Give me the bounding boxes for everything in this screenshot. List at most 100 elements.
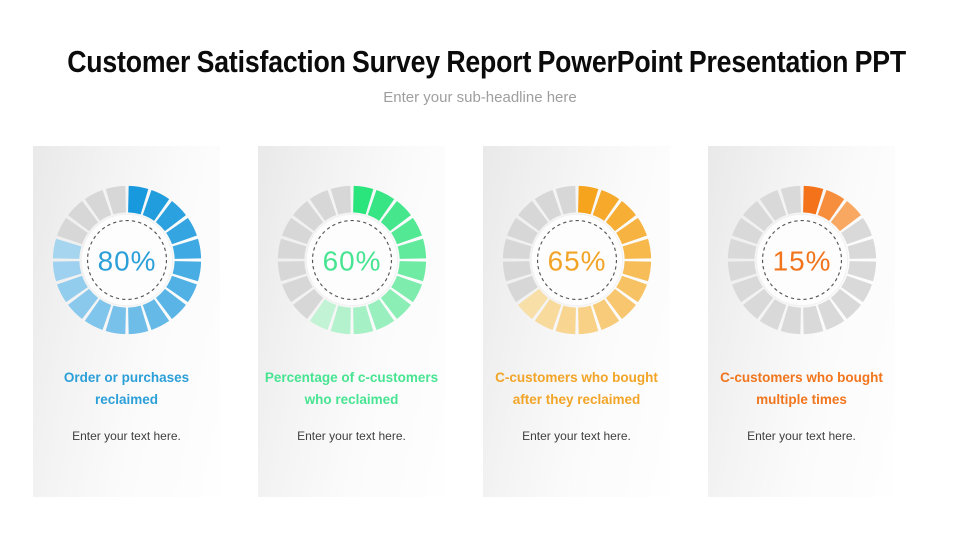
card-title-line1: C-customers who bought <box>720 370 883 385</box>
donut-segment <box>172 261 201 282</box>
dashed-ring <box>86 219 167 301</box>
donut-segment <box>502 238 531 259</box>
donut-segment <box>52 238 81 259</box>
card-body-text-placeholder: Enter your text here. <box>72 429 181 443</box>
card-title-line2: who reclaimed <box>304 392 399 407</box>
donut-segment <box>605 288 636 319</box>
donut-chart-60pct: 60% <box>275 183 429 337</box>
donut-segment <box>390 275 422 303</box>
donut-chart-80pct: 80% <box>50 183 204 337</box>
donut-chart-15pct: 15% <box>725 183 879 337</box>
donut-segment <box>56 217 88 245</box>
donut-segment <box>780 185 801 215</box>
donut-segment <box>330 305 351 335</box>
donut-segment <box>367 190 394 221</box>
donut-segment <box>802 305 823 335</box>
donut-segment <box>390 217 422 245</box>
donut-segment <box>731 275 763 303</box>
donut-segment <box>742 201 773 232</box>
donut-segment <box>615 217 647 245</box>
dashed-ring <box>761 219 842 301</box>
card-title-line2: reclaimed <box>94 392 159 407</box>
card-body-text-placeholder: Enter your text here. <box>747 429 856 443</box>
donut-segment <box>281 217 313 245</box>
donut-segment <box>830 201 861 232</box>
donut-segment <box>105 185 126 215</box>
donut-segment <box>605 201 636 232</box>
card-title-line1: Order or purchases <box>63 370 190 385</box>
donut-segment <box>352 185 373 215</box>
slide-title: Customer Satisfaction Survey Report Powe… <box>67 44 906 79</box>
card-body-text-placeholder: Enter your text here. <box>297 429 406 443</box>
donut-segment <box>352 305 373 335</box>
donut-segment <box>292 288 323 319</box>
donut-segment <box>592 299 619 330</box>
donut-segment <box>281 275 313 303</box>
donut-segment <box>165 275 197 303</box>
donut-segment <box>534 190 561 221</box>
donut-segment <box>105 305 126 335</box>
card-order-purchases-reclaimed: 80% Order or purchases reclaimed Enter y… <box>33 146 220 497</box>
stat-cards-row: 80% Order or purchases reclaimed Enter y… <box>33 146 895 497</box>
card-title-line1: C-customers who bought <box>495 370 658 385</box>
donut-segment <box>142 299 169 330</box>
card-title: Order or purchases reclaimed <box>38 367 216 411</box>
donut-segment <box>727 261 756 282</box>
donut-percent-label: 65% <box>547 245 606 276</box>
card-bought-after-reclaim: 65% C-customers who bought after they re… <box>483 146 670 497</box>
donut-segment <box>397 261 426 282</box>
donut-segment <box>759 299 786 330</box>
donut-segment <box>517 201 548 232</box>
donut-segment <box>622 261 651 282</box>
donut-segment <box>817 299 844 330</box>
card-percentage-reclaimed: 60% Percentage of c-customers who reclai… <box>258 146 445 497</box>
dashed-ring <box>536 219 617 301</box>
donut-segment <box>615 275 647 303</box>
donut-segment <box>397 238 426 259</box>
donut-segment <box>506 275 538 303</box>
slide-header: Customer Satisfaction Survey Report Powe… <box>0 0 960 106</box>
donut-segment <box>292 201 323 232</box>
donut-segment <box>840 217 872 245</box>
donut-center-circle <box>305 213 398 307</box>
donut-segment <box>731 217 763 245</box>
donut-segment <box>555 305 576 335</box>
donut-segment <box>727 238 756 259</box>
donut-segment <box>506 217 538 245</box>
donut-segment <box>155 201 186 232</box>
donut-segment <box>577 305 598 335</box>
donut-segment <box>367 299 394 330</box>
donut-segment <box>380 201 411 232</box>
sub-headline-placeholder: Enter your sub-headline here <box>383 89 577 106</box>
donut-segment <box>534 299 561 330</box>
donut-center-circle <box>755 213 848 307</box>
donut-segment <box>165 217 197 245</box>
card-title: Percentage of c-customers who reclaimed <box>263 367 441 411</box>
donut-percent-label: 60% <box>322 245 381 276</box>
donut-segment <box>127 185 148 215</box>
donut-segment <box>277 238 306 259</box>
donut-segment <box>742 288 773 319</box>
donut-segment <box>67 201 98 232</box>
donut-segment <box>502 261 531 282</box>
donut-segment <box>759 190 786 221</box>
donut-segment <box>330 185 351 215</box>
donut-segment <box>780 305 801 335</box>
donut-segment <box>84 299 111 330</box>
card-title-line2: multiple times <box>756 392 847 407</box>
donut-segment <box>52 261 81 282</box>
donut-segment <box>577 185 598 215</box>
card-title: C-customers who bought multiple times <box>713 367 891 411</box>
donut-segment <box>830 288 861 319</box>
donut-segment <box>847 261 876 282</box>
donut-segment <box>142 190 169 221</box>
donut-segment <box>155 288 186 319</box>
donut-segment <box>277 261 306 282</box>
card-bought-multiple-times: 15% C-customers who bought multiple time… <box>708 146 895 497</box>
donut-segment <box>309 299 336 330</box>
donut-segment <box>517 288 548 319</box>
donut-segment <box>840 275 872 303</box>
card-title-line2: after they reclaimed <box>512 392 641 407</box>
donut-segment <box>172 238 201 259</box>
donut-segment <box>84 190 111 221</box>
